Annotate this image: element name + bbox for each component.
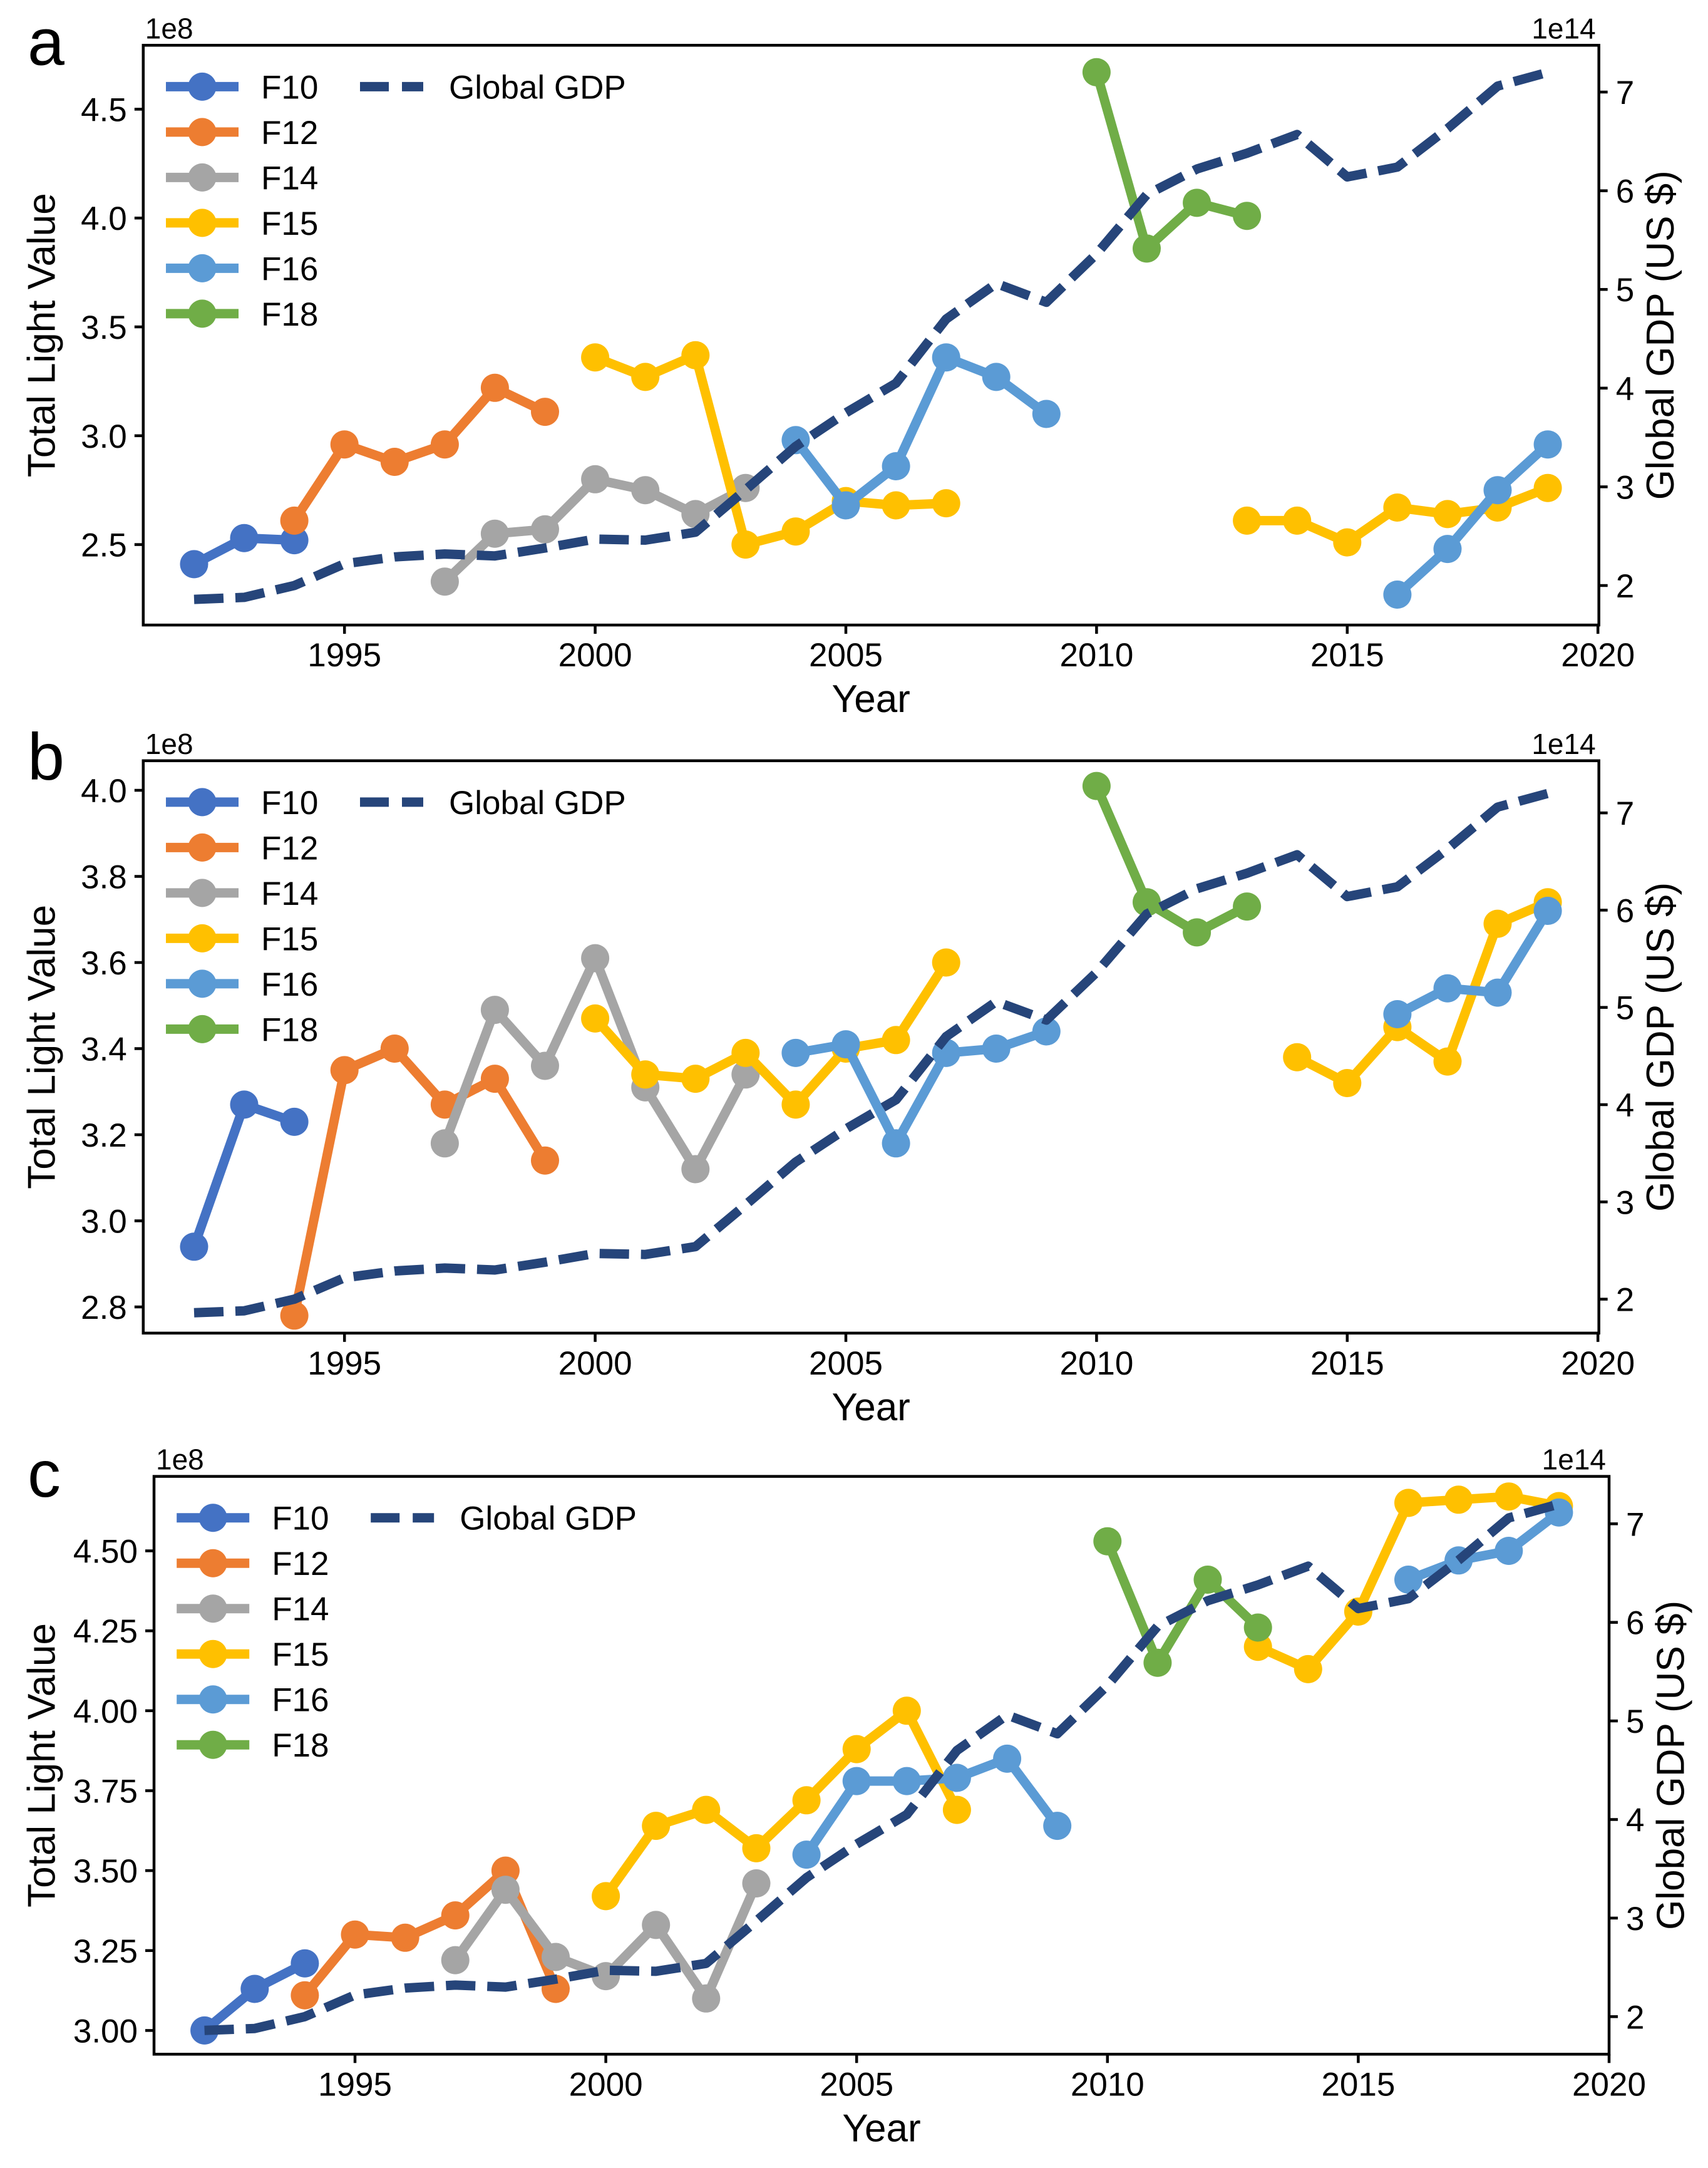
svg-text:Global GDP (US $): Global GDP (US $) bbox=[1639, 170, 1682, 500]
svg-text:Global GDP: Global GDP bbox=[449, 785, 626, 822]
svg-text:2020: 2020 bbox=[1572, 2066, 1646, 2103]
svg-text:6: 6 bbox=[1626, 1605, 1644, 1642]
svg-text:F15: F15 bbox=[261, 921, 318, 958]
svg-text:2010: 2010 bbox=[1071, 2066, 1145, 2103]
svg-text:Global GDP (US $): Global GDP (US $) bbox=[1650, 1601, 1693, 1930]
svg-text:2000: 2000 bbox=[558, 1345, 632, 1382]
svg-text:F12: F12 bbox=[272, 1546, 329, 1582]
svg-text:3.2: 3.2 bbox=[81, 1117, 127, 1154]
svg-text:3: 3 bbox=[1626, 1901, 1644, 1938]
svg-text:1e8: 1e8 bbox=[145, 12, 193, 44]
svg-text:3: 3 bbox=[1616, 469, 1634, 506]
svg-text:4.0: 4.0 bbox=[81, 200, 127, 237]
svg-text:F18: F18 bbox=[261, 1011, 318, 1048]
svg-text:5: 5 bbox=[1616, 272, 1634, 309]
svg-text:7: 7 bbox=[1616, 75, 1634, 111]
svg-text:3: 3 bbox=[1616, 1184, 1634, 1221]
svg-text:2005: 2005 bbox=[820, 2066, 893, 2103]
svg-text:Year: Year bbox=[832, 1386, 910, 1429]
svg-text:4: 4 bbox=[1626, 1802, 1644, 1839]
svg-text:2: 2 bbox=[1616, 568, 1634, 605]
svg-text:Global GDP: Global GDP bbox=[460, 1500, 637, 1537]
svg-text:2000: 2000 bbox=[558, 637, 632, 674]
svg-text:3.5: 3.5 bbox=[81, 309, 127, 346]
svg-text:6: 6 bbox=[1616, 892, 1634, 929]
svg-text:1e14: 1e14 bbox=[1542, 1443, 1606, 1476]
svg-text:5: 5 bbox=[1626, 1703, 1644, 1740]
svg-text:F15: F15 bbox=[261, 205, 318, 242]
svg-text:1995: 1995 bbox=[307, 1345, 381, 1382]
svg-text:2000: 2000 bbox=[569, 2066, 643, 2103]
svg-text:6: 6 bbox=[1616, 173, 1634, 210]
svg-text:2: 2 bbox=[1626, 1999, 1644, 2036]
svg-text:F10: F10 bbox=[261, 69, 318, 106]
svg-text:3.0: 3.0 bbox=[81, 1204, 127, 1241]
svg-text:F18: F18 bbox=[261, 296, 318, 333]
svg-text:3.75: 3.75 bbox=[73, 1773, 138, 1810]
svg-text:4.25: 4.25 bbox=[73, 1613, 138, 1650]
svg-text:Total Light Value: Total Light Value bbox=[21, 905, 64, 1189]
svg-text:2015: 2015 bbox=[1310, 1345, 1384, 1382]
svg-text:a: a bbox=[28, 6, 64, 80]
svg-text:2.8: 2.8 bbox=[81, 1289, 127, 1326]
svg-text:Year: Year bbox=[842, 2107, 920, 2150]
svg-text:F14: F14 bbox=[272, 1591, 329, 1628]
svg-text:3.50: 3.50 bbox=[73, 1853, 138, 1890]
svg-text:F18: F18 bbox=[272, 1727, 329, 1764]
svg-text:F12: F12 bbox=[261, 115, 318, 152]
svg-text:3.0: 3.0 bbox=[81, 418, 127, 455]
svg-text:1995: 1995 bbox=[307, 637, 381, 674]
svg-text:3.4: 3.4 bbox=[81, 1031, 127, 1068]
svg-text:3.25: 3.25 bbox=[73, 1933, 138, 1970]
svg-text:7: 7 bbox=[1616, 795, 1634, 832]
svg-text:F16: F16 bbox=[261, 966, 318, 1003]
svg-text:1e8: 1e8 bbox=[145, 728, 193, 760]
svg-text:F12: F12 bbox=[261, 830, 318, 867]
svg-text:Total Light Value: Total Light Value bbox=[21, 193, 64, 477]
svg-text:F10: F10 bbox=[272, 1500, 329, 1537]
svg-text:3.6: 3.6 bbox=[81, 945, 127, 982]
svg-text:1e8: 1e8 bbox=[156, 1443, 204, 1476]
svg-text:1e14: 1e14 bbox=[1531, 728, 1595, 760]
svg-text:c: c bbox=[28, 1437, 61, 1511]
svg-text:4.50: 4.50 bbox=[73, 1534, 138, 1571]
svg-text:4.0: 4.0 bbox=[81, 773, 127, 810]
svg-text:2005: 2005 bbox=[809, 637, 883, 674]
svg-text:F14: F14 bbox=[261, 875, 318, 912]
svg-text:Global GDP: Global GDP bbox=[449, 69, 626, 106]
svg-text:3.00: 3.00 bbox=[73, 2013, 138, 2050]
svg-text:F15: F15 bbox=[272, 1636, 329, 1673]
svg-text:2020: 2020 bbox=[1561, 637, 1635, 674]
svg-text:2010: 2010 bbox=[1059, 1345, 1133, 1382]
svg-text:F16: F16 bbox=[261, 250, 318, 287]
svg-text:b: b bbox=[28, 720, 64, 793]
svg-text:F16: F16 bbox=[272, 1682, 329, 1719]
svg-text:2005: 2005 bbox=[809, 1345, 883, 1382]
svg-text:4.00: 4.00 bbox=[73, 1693, 138, 1730]
svg-text:4: 4 bbox=[1616, 1087, 1634, 1124]
svg-text:2010: 2010 bbox=[1059, 637, 1133, 674]
svg-text:2015: 2015 bbox=[1321, 2066, 1395, 2103]
svg-text:F10: F10 bbox=[261, 785, 318, 822]
svg-text:2.5: 2.5 bbox=[81, 527, 127, 564]
svg-text:4: 4 bbox=[1616, 371, 1634, 408]
svg-text:4.5: 4.5 bbox=[81, 91, 127, 128]
svg-text:2015: 2015 bbox=[1310, 637, 1384, 674]
svg-text:1995: 1995 bbox=[318, 2066, 392, 2103]
svg-text:2020: 2020 bbox=[1561, 1345, 1635, 1382]
svg-text:F14: F14 bbox=[261, 160, 318, 197]
svg-text:1e14: 1e14 bbox=[1531, 12, 1595, 44]
svg-text:3.8: 3.8 bbox=[81, 859, 127, 896]
svg-text:5: 5 bbox=[1616, 990, 1634, 1027]
svg-text:Global GDP (US $): Global GDP (US $) bbox=[1639, 882, 1682, 1212]
svg-text:7: 7 bbox=[1626, 1506, 1644, 1543]
svg-text:Total Light Value: Total Light Value bbox=[21, 1623, 64, 1907]
svg-text:Year: Year bbox=[832, 678, 910, 721]
svg-text:2: 2 bbox=[1616, 1282, 1634, 1319]
